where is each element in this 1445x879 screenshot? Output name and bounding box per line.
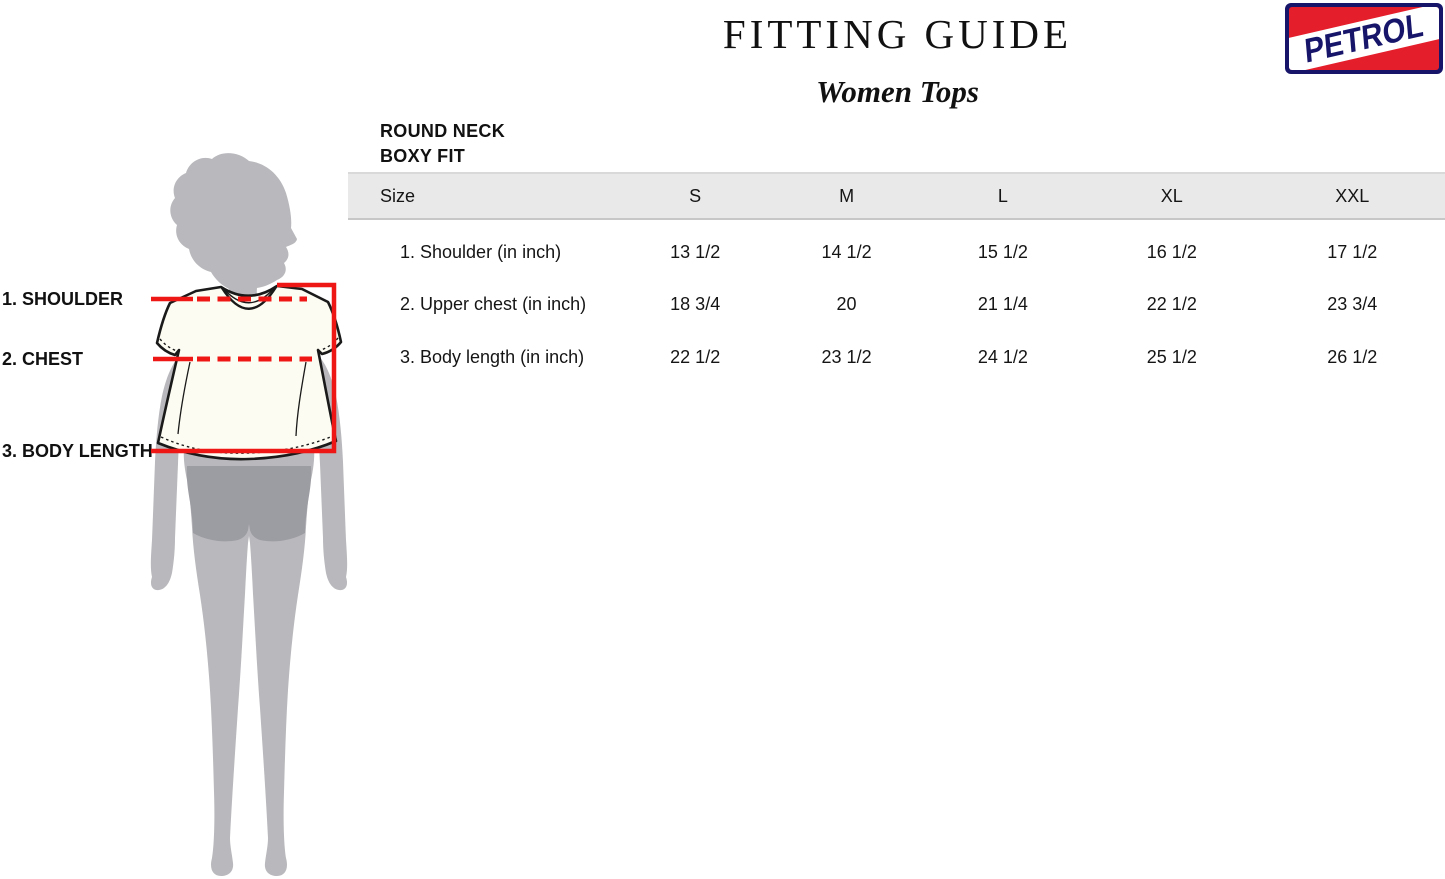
cell-value: 14 1/2 bbox=[821, 241, 872, 262]
label-shoulder: 1. SHOULDER bbox=[2, 289, 124, 309]
mannequin-shorts bbox=[186, 466, 312, 542]
cell-value: 23 3/4 bbox=[1327, 294, 1378, 314]
size-table-header-row: Size S M L XL XXL bbox=[348, 172, 1445, 220]
col-header-size: Size bbox=[348, 172, 619, 220]
mannequin-figure bbox=[150, 153, 348, 876]
table-row-upper-chest: 2. Upper chest (in inch) 18 3/4 20 21 1/… bbox=[348, 272, 1445, 325]
row-label: 2. Upper chest (in inch) bbox=[400, 294, 587, 314]
label-body-length: 3. BODY LENGTH bbox=[2, 441, 153, 461]
cell-value: 23 1/2 bbox=[821, 347, 872, 367]
table-row-shoulder: 1. Shoulder (in inch) 13 1/2 14 1/2 15 1… bbox=[348, 219, 1445, 272]
cell-value: 18 3/4 bbox=[670, 294, 721, 314]
cell-value: 17 1/2 bbox=[1327, 241, 1378, 262]
cell-value: 22 1/2 bbox=[1146, 294, 1197, 314]
logo-background: PETROL bbox=[1289, 7, 1439, 70]
cell-value: 26 1/2 bbox=[1327, 347, 1378, 367]
cell-value: 16 1/2 bbox=[1146, 241, 1197, 262]
col-header-s: S bbox=[618, 172, 772, 220]
row-label: 3. Body length (in inch) bbox=[400, 347, 585, 367]
col-header-l: L bbox=[921, 172, 1085, 220]
product-name: ROUND NECK BOXY FIT bbox=[380, 119, 505, 169]
page-subtitle: Women Tops bbox=[816, 74, 979, 109]
table-row-body-length: 3. Body length (in inch) 22 1/2 23 1/2 2… bbox=[348, 325, 1445, 378]
col-header-m: M bbox=[771, 172, 922, 220]
cell-value: 20 bbox=[836, 294, 857, 314]
cell-value: 21 1/4 bbox=[977, 294, 1028, 314]
cell-value: 15 1/2 bbox=[977, 241, 1028, 262]
cell-value: 24 1/2 bbox=[977, 347, 1028, 367]
row-label: 1. Shoulder (in inch) bbox=[400, 241, 562, 262]
tshirt-illustration bbox=[155, 284, 343, 461]
petrol-logo: PETROL bbox=[1285, 3, 1443, 74]
logo-wordmark: PETROL bbox=[1303, 7, 1425, 70]
cell-value: 25 1/2 bbox=[1146, 347, 1197, 367]
measurement-lines bbox=[151, 282, 337, 454]
col-header-xl: XL bbox=[1084, 172, 1260, 220]
page-title: FITTING GUIDE bbox=[722, 11, 1073, 57]
cell-value: 13 1/2 bbox=[670, 241, 721, 262]
body-measurement-diagram bbox=[150, 153, 348, 876]
col-header-xxl: XXL bbox=[1259, 172, 1445, 220]
size-table: Size S M L XL XXL 1. Shoulder (in inch) … bbox=[348, 172, 1445, 378]
product-name-line2: BOXY FIT bbox=[380, 146, 466, 166]
cell-value: 22 1/2 bbox=[670, 347, 721, 367]
label-chest: 2. CHEST bbox=[2, 349, 84, 369]
measurement-bracket bbox=[151, 282, 337, 454]
product-name-line1: ROUND NECK bbox=[380, 121, 506, 141]
